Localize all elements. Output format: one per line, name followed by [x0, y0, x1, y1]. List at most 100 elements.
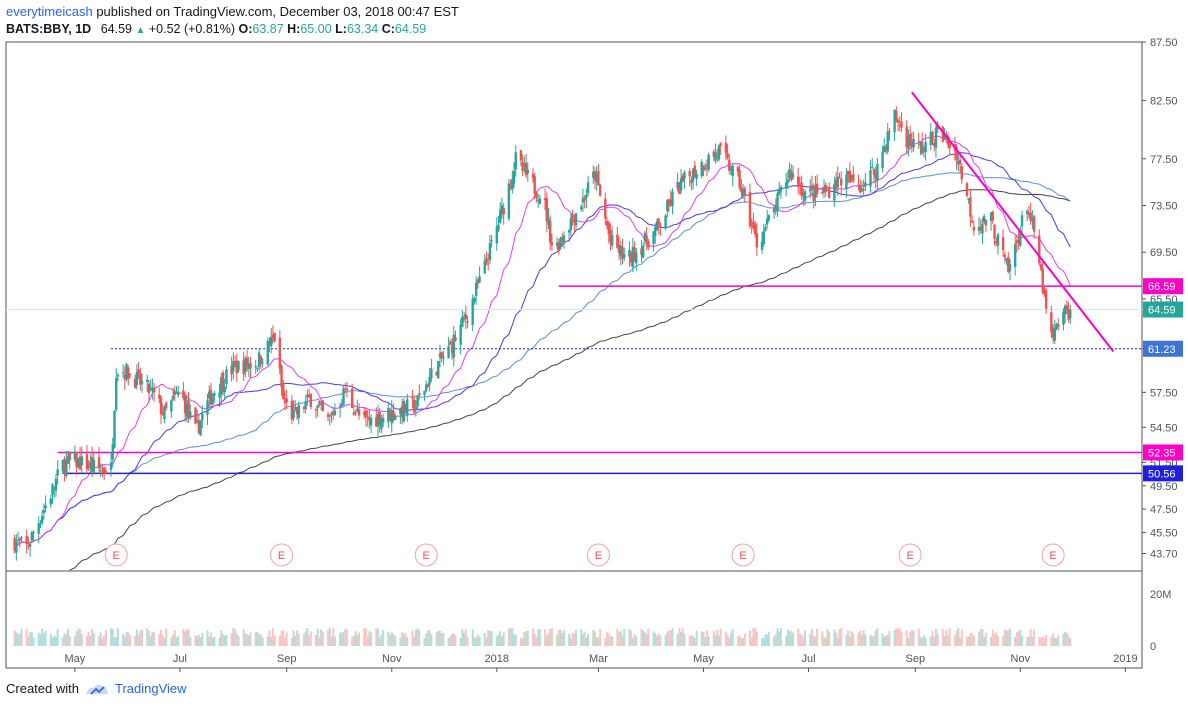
- candle: [736, 165, 740, 177]
- candle: [350, 383, 354, 408]
- candle-body: [476, 279, 480, 285]
- candle: [183, 391, 187, 422]
- candle-body: [500, 205, 504, 215]
- candle: [965, 181, 969, 198]
- candle-body: [302, 406, 306, 410]
- candle: [1019, 226, 1022, 247]
- candle: [428, 367, 431, 392]
- candle: [357, 403, 361, 420]
- volume-bar: [370, 632, 373, 646]
- candle: [628, 241, 631, 267]
- candle-body: [784, 182, 788, 189]
- volume-bar: [97, 636, 100, 646]
- volume-bar: [65, 634, 68, 646]
- volume-bar: [953, 635, 956, 646]
- volume-bar: [475, 637, 478, 646]
- candle: [800, 175, 803, 200]
- volume-bar: [1050, 636, 1053, 646]
- candle-body: [87, 465, 90, 468]
- candle: [972, 220, 976, 236]
- volume-bar: [714, 635, 717, 646]
- candle: [90, 446, 94, 477]
- volume-bar: [390, 632, 393, 646]
- candle-body: [874, 173, 877, 179]
- volume-bar: [766, 634, 769, 646]
- candle-body: [399, 408, 402, 415]
- candle: [898, 116, 901, 132]
- candle-body: [984, 219, 988, 226]
- candle: [127, 365, 130, 386]
- candle-body: [1053, 327, 1056, 341]
- candle: [824, 182, 827, 197]
- volume-bar: [266, 636, 269, 646]
- candle-body: [743, 188, 746, 196]
- candle-body: [760, 241, 764, 251]
- candle-body: [499, 209, 502, 223]
- volume-bar: [643, 632, 646, 646]
- volume-bar: [738, 635, 741, 646]
- volume-bar: [110, 628, 113, 646]
- candle: [338, 402, 342, 418]
- candle: [573, 214, 576, 233]
- candle-body: [461, 316, 464, 328]
- candle: [833, 176, 836, 207]
- candle-body: [946, 136, 950, 145]
- candle: [905, 120, 908, 154]
- volume-bar: [798, 634, 801, 646]
- earnings-marker-label: E: [423, 550, 430, 562]
- candle: [555, 237, 559, 250]
- candle: [1026, 209, 1029, 222]
- candle: [462, 312, 466, 323]
- candle: [581, 188, 585, 212]
- candle-body: [647, 241, 650, 248]
- candle: [623, 247, 626, 261]
- candle-body: [485, 258, 488, 263]
- candle-body: [533, 176, 536, 194]
- volume-bar: [294, 635, 297, 646]
- candle-body: [788, 168, 791, 178]
- volume-bar: [225, 635, 228, 646]
- author-link[interactable]: everytimeicash: [6, 4, 93, 19]
- candle-body: [1063, 305, 1067, 315]
- candle: [39, 520, 42, 529]
- candle-body: [73, 452, 77, 460]
- candle-body: [77, 458, 80, 468]
- candle-body: [728, 159, 731, 171]
- candle-body: [423, 390, 426, 395]
- volume-tick-label: 0: [1150, 641, 1156, 653]
- volume-bar: [304, 631, 307, 646]
- volume-bar: [340, 632, 343, 646]
- volume-bar: [454, 635, 457, 646]
- candle-body: [85, 454, 89, 470]
- candle: [989, 212, 993, 231]
- candle: [42, 503, 46, 520]
- open-value: 63.87: [252, 22, 284, 36]
- candle-body: [338, 406, 342, 408]
- candle-body: [158, 394, 161, 399]
- volume-bar: [485, 637, 488, 646]
- volume-bar: [32, 637, 35, 646]
- candle-body: [524, 162, 528, 176]
- candle-body: [109, 462, 113, 470]
- volume-bar: [1033, 629, 1036, 646]
- volume-bar: [550, 628, 553, 646]
- volume-bar: [642, 630, 645, 646]
- volume-bar: [116, 627, 119, 646]
- candle: [121, 364, 125, 378]
- candle-body: [483, 260, 486, 274]
- candle-body: [796, 176, 800, 187]
- volume-bar: [244, 633, 247, 646]
- volume-bar: [259, 634, 262, 646]
- candle: [643, 230, 647, 247]
- candle-body: [42, 510, 46, 513]
- candle: [748, 183, 752, 230]
- earnings-marker: [898, 543, 922, 567]
- tradingview-link[interactable]: TradingView: [85, 681, 187, 696]
- candle-body: [39, 523, 42, 525]
- candle: [220, 372, 223, 404]
- candle: [73, 445, 77, 463]
- volume-bar: [392, 633, 395, 646]
- candle: [452, 325, 455, 367]
- tradingview-logo-icon: [85, 684, 108, 695]
